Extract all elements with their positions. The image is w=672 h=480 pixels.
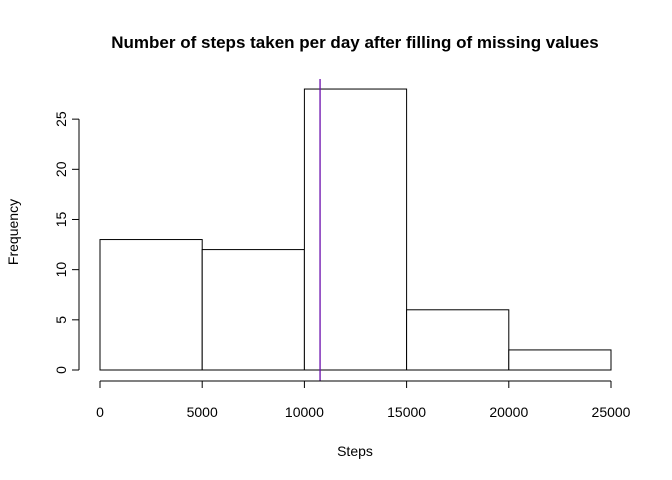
y-tick-label-2: 10 bbox=[53, 262, 69, 278]
histogram-bar-4 bbox=[508, 349, 612, 371]
histogram-bar-0 bbox=[99, 239, 203, 371]
y-tick-label-5: 25 bbox=[53, 111, 69, 127]
x-tick-label-0: 0 bbox=[96, 404, 104, 420]
histogram-bar-2 bbox=[303, 88, 408, 371]
x-axis-label: Steps bbox=[337, 443, 373, 459]
y-tick-label-1: 5 bbox=[53, 316, 69, 324]
y-tick-label-4: 20 bbox=[53, 161, 69, 177]
x-tick-label-5: 25000 bbox=[592, 404, 631, 420]
y-tick-label-3: 15 bbox=[53, 211, 69, 227]
x-tick-label-1: 5000 bbox=[187, 404, 218, 420]
y-axis: 0 5 10 15 20 25 bbox=[53, 111, 80, 374]
y-axis-label: Frequency bbox=[5, 199, 21, 265]
y-tick-label-0: 0 bbox=[53, 366, 69, 374]
x-tick-label-4: 20000 bbox=[489, 404, 528, 420]
histogram-bar-1 bbox=[201, 249, 305, 371]
chart-title: Number of steps taken per day after fill… bbox=[111, 33, 598, 52]
x-tick-label-3: 15000 bbox=[387, 404, 426, 420]
x-tick-label-2: 10000 bbox=[285, 404, 324, 420]
bars-group bbox=[99, 88, 612, 371]
histogram-bar-3 bbox=[406, 309, 510, 371]
x-axis: 0 5000 10000 15000 20000 25000 bbox=[96, 380, 631, 420]
